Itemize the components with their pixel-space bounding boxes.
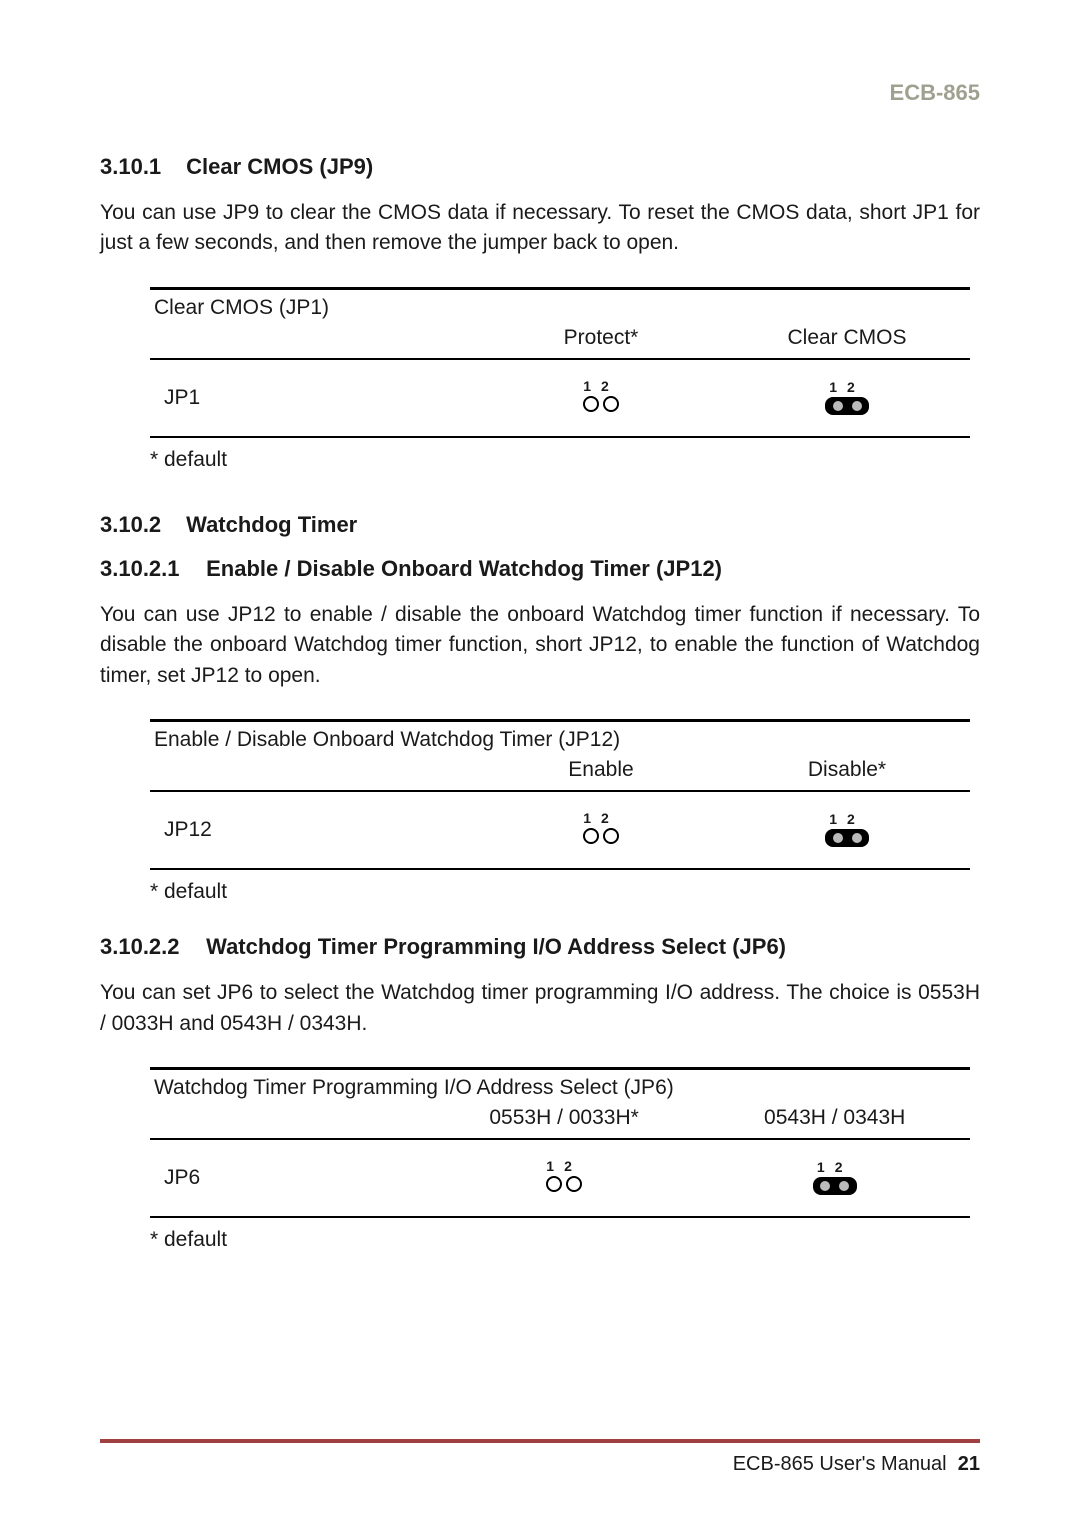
jumper-jp12-open: 12 [478,791,724,869]
table-title: Enable / Disable Onboard Watchdog Timer … [150,721,970,755]
heading-watchdog-enable: 3.10.2.1 Enable / Disable Onboard Watchd… [100,556,980,582]
heading-watchdog-io: 3.10.2.2 Watchdog Timer Programming I/O … [100,934,980,960]
table-clear-cmos: Clear CMOS (JP1) Protect* Clear CMOS JP1… [150,287,970,438]
default-note-1: * default [150,448,980,472]
jumper-jp12-closed: 12 [724,791,970,869]
jumper-jp1-closed: 12 [724,359,970,437]
pin-1-label: 1 [829,811,847,827]
col-protect: Protect* [478,322,724,359]
pin-1-label: 1 [583,378,601,394]
table-watchdog-enable: Enable / Disable Onboard Watchdog Timer … [150,719,970,870]
footer-text: ECB-865 User's Manual 21 [100,1453,980,1476]
body-clear-cmos: You can use JP9 to clear the CMOS data i… [100,198,980,259]
jumper-open-icon: 12 [583,378,619,412]
footer: ECB-865 User's Manual 21 [100,1439,980,1476]
heading-num: 3.10.2.2 [100,934,200,960]
body-watchdog-enable: You can use JP12 to enable / disable the… [100,600,980,691]
jumper-open-icon: 12 [546,1158,582,1192]
heading-title: Clear CMOS (JP9) [186,154,373,179]
heading-num: 3.10.2.1 [100,556,200,582]
page: ECB-865 3.10.1 Clear CMOS (JP9) You can … [0,0,1080,1528]
pin-2-label: 2 [601,810,619,826]
heading-num: 3.10.1 [100,154,180,180]
col-addr1: 0553H / 0033H* [429,1102,700,1139]
jumper-closed-icon: 12 [813,1159,857,1195]
col-disable: Disable* [724,754,970,791]
heading-title: Watchdog Timer [186,512,357,537]
jumper-jp1-open: 12 [478,359,724,437]
header-product: ECB-865 [100,80,980,106]
body-watchdog-io: You can set JP6 to select the Watchdog t… [100,978,980,1039]
jumper-open-icon: 12 [583,810,619,844]
row-label-jp6: JP6 [150,1139,429,1217]
row-label-jp1: JP1 [150,359,478,437]
default-note-2: * default [150,880,980,904]
heading-title: Enable / Disable Onboard Watchdog Timer … [206,556,722,581]
heading-clear-cmos: 3.10.1 Clear CMOS (JP9) [100,154,980,180]
pin-2-label: 2 [601,378,619,394]
jumper-jp6-open: 12 [429,1139,700,1217]
col-clear: Clear CMOS [724,322,970,359]
table-title: Watchdog Timer Programming I/O Address S… [150,1069,970,1103]
pin-2-label: 2 [564,1158,582,1174]
heading-watchdog: 3.10.2 Watchdog Timer [100,512,980,538]
table-title: Clear CMOS (JP1) [150,288,970,322]
footer-rule [100,1439,980,1443]
footer-manual: ECB-865 User's Manual [733,1453,947,1475]
pin-2-label: 2 [847,811,865,827]
jumper-closed-icon: 12 [825,811,869,847]
pin-1-label: 1 [817,1159,835,1175]
col-addr2: 0543H / 0343H [699,1102,970,1139]
jumper-closed-icon: 12 [825,379,869,415]
heading-title: Watchdog Timer Programming I/O Address S… [206,934,786,959]
pin-2-label: 2 [835,1159,853,1175]
row-label-jp12: JP12 [150,791,478,869]
pin-2-label: 2 [847,379,865,395]
default-note-3: * default [150,1228,980,1252]
col-enable: Enable [478,754,724,791]
pin-1-label: 1 [546,1158,564,1174]
heading-num: 3.10.2 [100,512,180,538]
jumper-jp6-closed: 12 [699,1139,970,1217]
pin-1-label: 1 [583,810,601,826]
pin-1-label: 1 [829,379,847,395]
table-watchdog-io: Watchdog Timer Programming I/O Address S… [150,1067,970,1218]
footer-page: 21 [958,1453,980,1475]
